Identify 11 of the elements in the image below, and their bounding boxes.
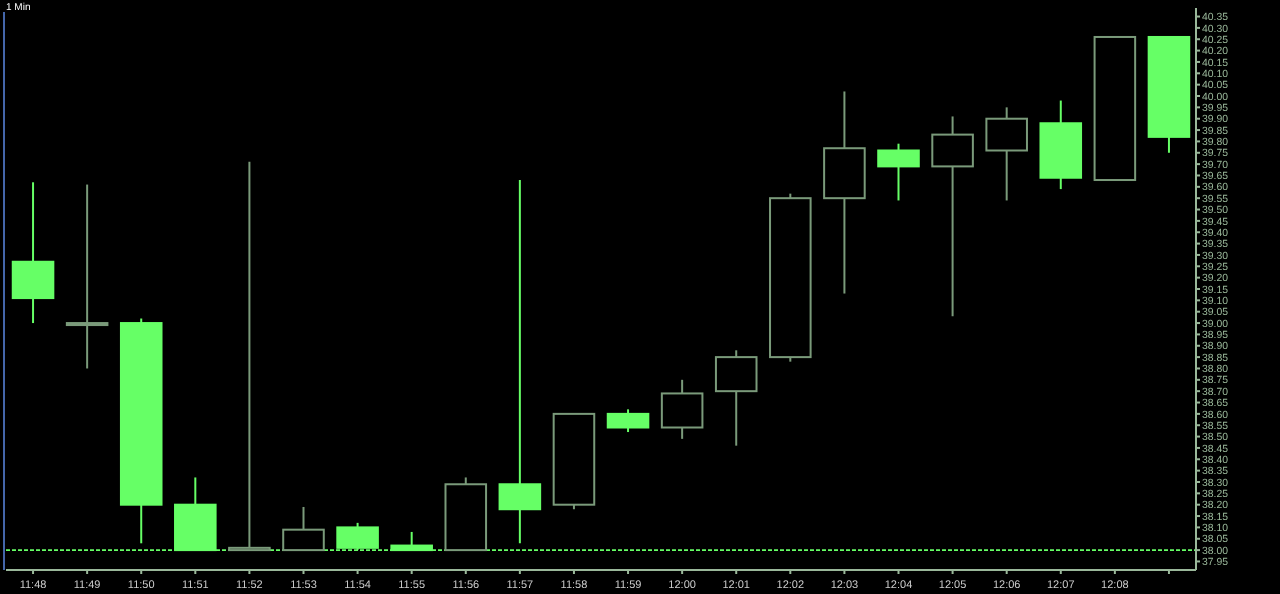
candlestick: [228, 160, 271, 552]
candlestick: [498, 179, 542, 545]
candlestick: [282, 505, 325, 552]
candlestick: [877, 142, 920, 202]
candlestick: [11, 181, 55, 325]
candlestick: [985, 106, 1028, 202]
candlestick: [65, 183, 109, 370]
candlestick: [714, 349, 758, 447]
candlestick: [606, 408, 650, 434]
candlestick: [660, 378, 704, 440]
candlestick: [931, 115, 974, 318]
